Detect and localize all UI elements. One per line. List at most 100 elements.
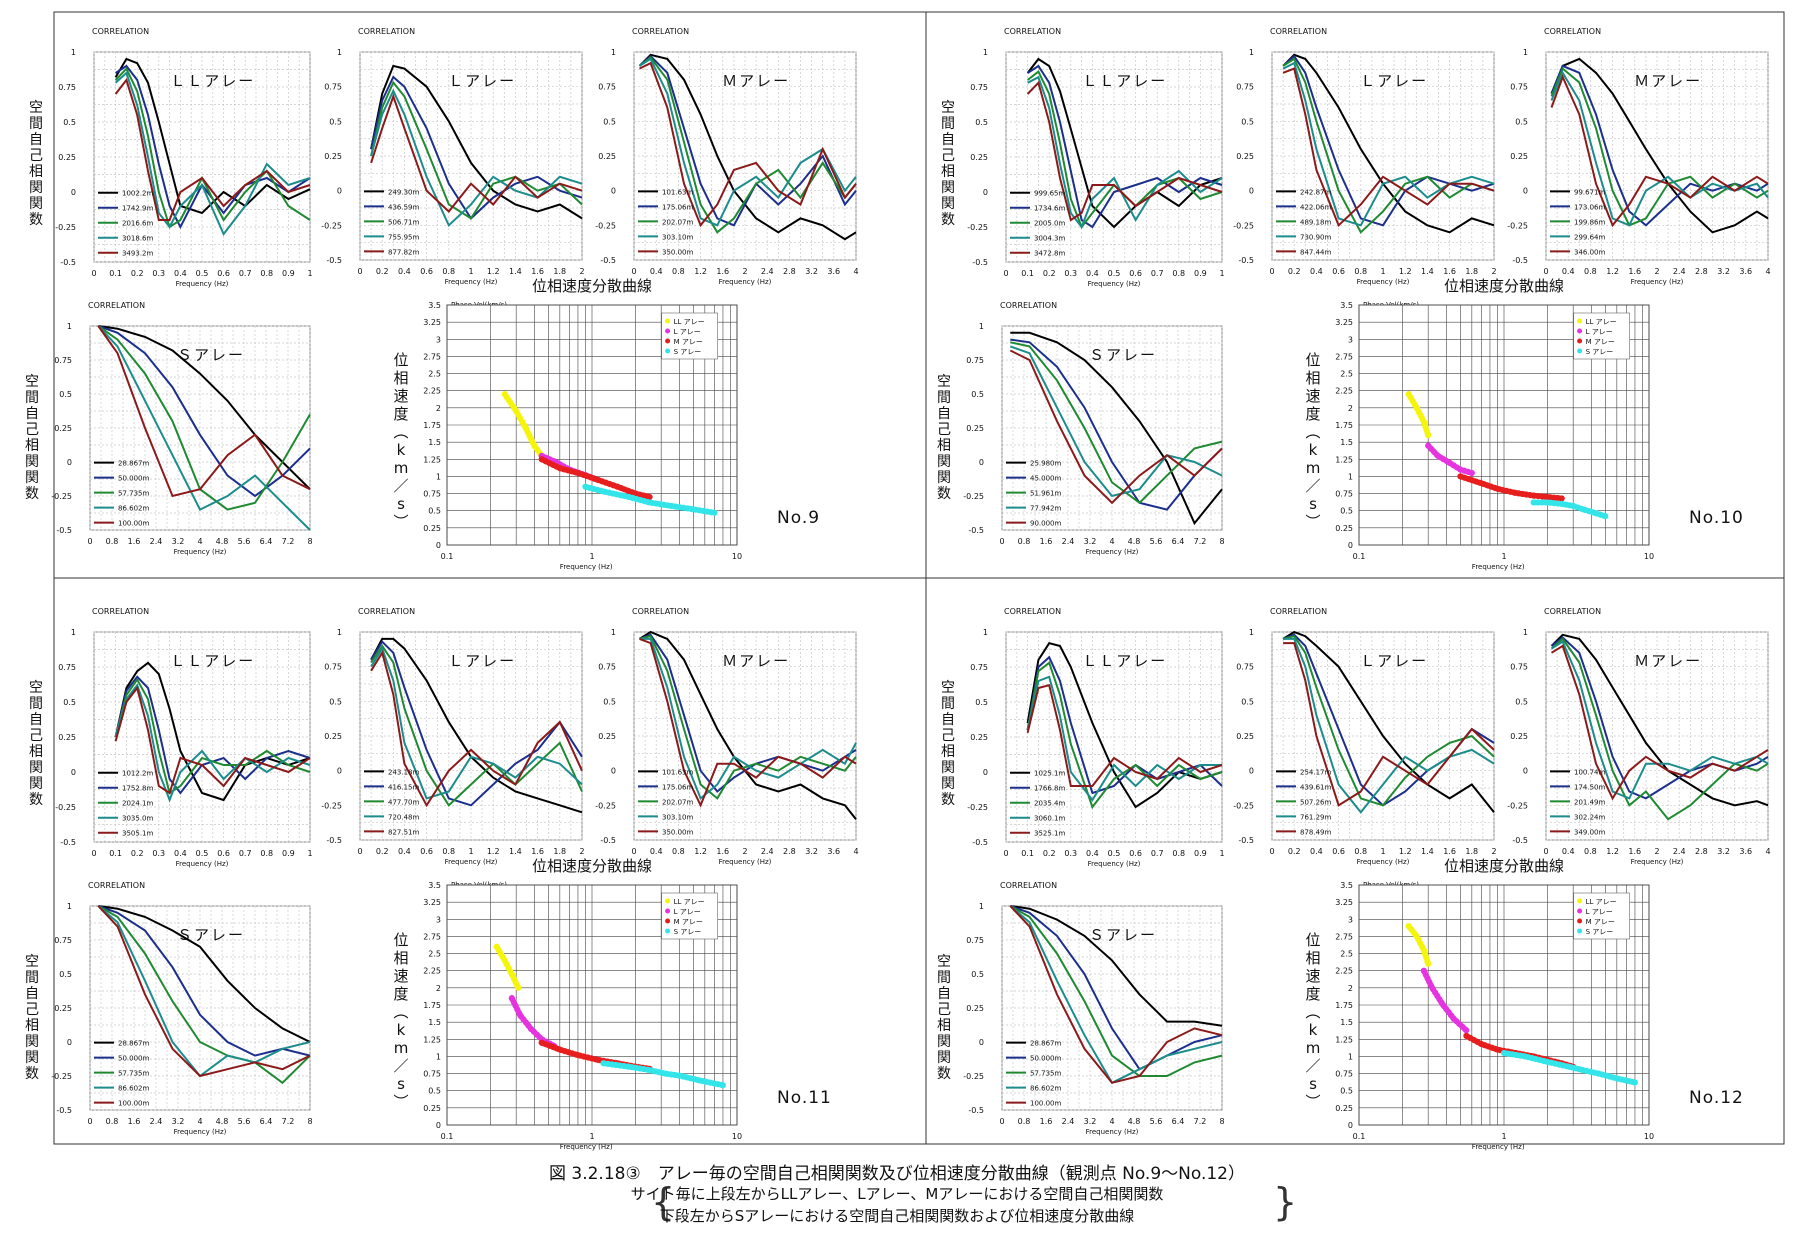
x-tick-label: 2 xyxy=(742,847,747,856)
series-line xyxy=(1009,905,1223,1071)
legend-label: L アレー xyxy=(1586,328,1613,336)
y-axis-title-char: 空 xyxy=(25,954,39,970)
dispersion-point xyxy=(600,1060,607,1067)
legend-label: 86.602m xyxy=(1030,1085,1061,1093)
y-tick-label: 0 xyxy=(611,187,616,196)
dispersion-point xyxy=(528,1026,535,1032)
y-tick-label: 1 xyxy=(436,1052,441,1061)
legend-label: 174.50m xyxy=(1574,783,1605,791)
x-tick-label: 1 xyxy=(468,267,473,276)
legend-label: 999.65m xyxy=(1034,190,1065,198)
series-line xyxy=(97,905,311,1057)
x-tick-label: 0.1 xyxy=(109,269,122,278)
x-tick-label: 0.4 xyxy=(1086,269,1099,278)
x-tick-label: 1.8 xyxy=(1465,267,1478,276)
y-tick-label: 0.5 xyxy=(1241,697,1254,706)
x-tick-label: 2.8 xyxy=(783,847,796,856)
x-axis-label: Frequency (Hz) xyxy=(174,1128,227,1136)
y-tick-label: -0.5 xyxy=(1512,256,1528,265)
dispersion-y-title: 位相速度︵km／s︶ xyxy=(1305,351,1320,531)
figure-caption-title: 図 3.2.18③ アレー毎の空間自己相関関数及び位相速度分散曲線（観測点 No… xyxy=(548,1164,1245,1184)
x-tick-label: 0.4 xyxy=(650,847,663,856)
y-axis-title-char: 関 xyxy=(29,760,43,776)
legend-label: 3035.0m xyxy=(122,815,153,823)
y-tick-label: -0.5 xyxy=(1512,836,1528,845)
y-axis-title-char: 相 xyxy=(29,164,43,180)
y-axis-title-char: 相 xyxy=(29,744,43,760)
dispersion-legend xyxy=(1573,312,1630,360)
y-tick-label: 0.5 xyxy=(329,697,342,706)
x-tick-label: 6.4 xyxy=(1172,537,1185,546)
x-tick-label: 3.6 xyxy=(827,267,840,276)
dispersion-series xyxy=(1405,391,1432,439)
legend-label: 3525.1m xyxy=(1034,830,1065,838)
correlation-chart: CORRELATION -0.5 -0.25 0 0.25 0.5 0.75 1 0 0.2 0.4… xyxy=(1233,607,1496,866)
series-line xyxy=(1010,905,1223,1027)
y-axis-title: 空間自己相関関数 xyxy=(941,680,955,808)
legend-label: 100.00m xyxy=(118,520,149,528)
dispersion-y-title-char: 相 xyxy=(1305,369,1320,387)
y-axis-title-char: 相 xyxy=(941,164,955,180)
correlation-chart: CORRELATION -0.5 -0.25 0 0.25 0.5 0.75 1 0 0.4 0.8… xyxy=(595,27,858,286)
x-axis-label: Frequency (Hz) xyxy=(174,548,227,556)
dispersion-point xyxy=(626,494,633,500)
y-tick-label: 1.25 xyxy=(1335,455,1353,464)
x-tick-label: 0.9 xyxy=(282,269,295,278)
x-tick-label: 0.7 xyxy=(239,269,252,278)
legend-label: 730.90m xyxy=(1300,233,1331,241)
y-axis-title-char: 関 xyxy=(25,454,39,470)
x-tick-label: 0.4 xyxy=(174,849,187,858)
legend-label: 877.82m xyxy=(388,248,419,256)
dispersion-y-title-char: 相 xyxy=(393,369,408,387)
x-tick-label: 1 xyxy=(1380,847,1385,856)
x-tick-label: 0.3 xyxy=(152,849,165,858)
series-line xyxy=(1027,75,1223,230)
y-tick-label: 0.25 xyxy=(970,153,988,162)
legend-label: 2024.1m xyxy=(122,800,153,808)
y-tick-label: 1 xyxy=(1523,48,1528,57)
legend-label: L アレー xyxy=(674,328,701,336)
y-tick-label: 0 xyxy=(1523,187,1528,196)
dispersion-point xyxy=(1570,502,1577,509)
x-axis-label: Frequency (Hz) xyxy=(445,278,498,286)
series-line xyxy=(1026,655,1223,795)
x-tick-label: 0.8 xyxy=(106,537,119,546)
y-tick-label: 1 xyxy=(979,902,984,911)
y-tick-label: -0.25 xyxy=(595,221,616,230)
x-axis-label: Frequency (Hz) xyxy=(1357,858,1410,866)
dispersion-point xyxy=(1501,1050,1507,1056)
dispersion-legend xyxy=(1573,892,1630,940)
legend-label: 51.961m xyxy=(1030,490,1061,498)
dispersion-y-title-char: 位 xyxy=(1305,931,1320,949)
x-tick-label: 1.6 xyxy=(1628,847,1641,856)
x-tick-label: 8 xyxy=(1219,537,1224,546)
legend-label: 101.63m xyxy=(662,188,693,196)
dispersion-point xyxy=(1478,480,1485,487)
y-tick-label: 0.75 xyxy=(423,490,441,499)
y-tick-label: 0.5 xyxy=(1515,117,1528,126)
y-tick-label: -0.5 xyxy=(1238,836,1254,845)
y-tick-label: -0.25 xyxy=(963,492,984,501)
y-axis-title-char: 空 xyxy=(29,100,43,116)
y-axis-title-char: 間 xyxy=(25,970,39,986)
y-tick-label: 3.25 xyxy=(423,318,441,327)
legend-marker xyxy=(665,928,671,934)
dispersion-y-title-char: 位 xyxy=(393,931,408,949)
dispersion-point xyxy=(501,391,508,398)
y-tick-label: 0.5 xyxy=(1515,697,1528,706)
x-tick-label: 0.1 xyxy=(1021,849,1034,858)
legend-label: 28.867m xyxy=(118,460,149,468)
dispersion-point xyxy=(1522,1053,1529,1060)
x-tick-label: 4 xyxy=(1109,537,1114,546)
y-axis-title-char: 数 xyxy=(25,486,39,502)
x-axis-label: Frequency (Hz) xyxy=(719,278,772,286)
dispersion-point xyxy=(1631,1079,1638,1086)
x-tick-label: 0.4 xyxy=(1310,847,1323,856)
x-tick-label: 7.2 xyxy=(1194,537,1207,546)
dispersion-y-title-char: ︵ xyxy=(393,423,408,441)
legend-label: 100.00m xyxy=(1030,1100,1061,1108)
y-tick-label: 0 xyxy=(611,767,616,776)
y-axis-title-char: 己 xyxy=(937,422,951,438)
dispersion-y-title-char: 位 xyxy=(1305,351,1320,369)
x-tick-label: 1 xyxy=(1501,1132,1506,1141)
